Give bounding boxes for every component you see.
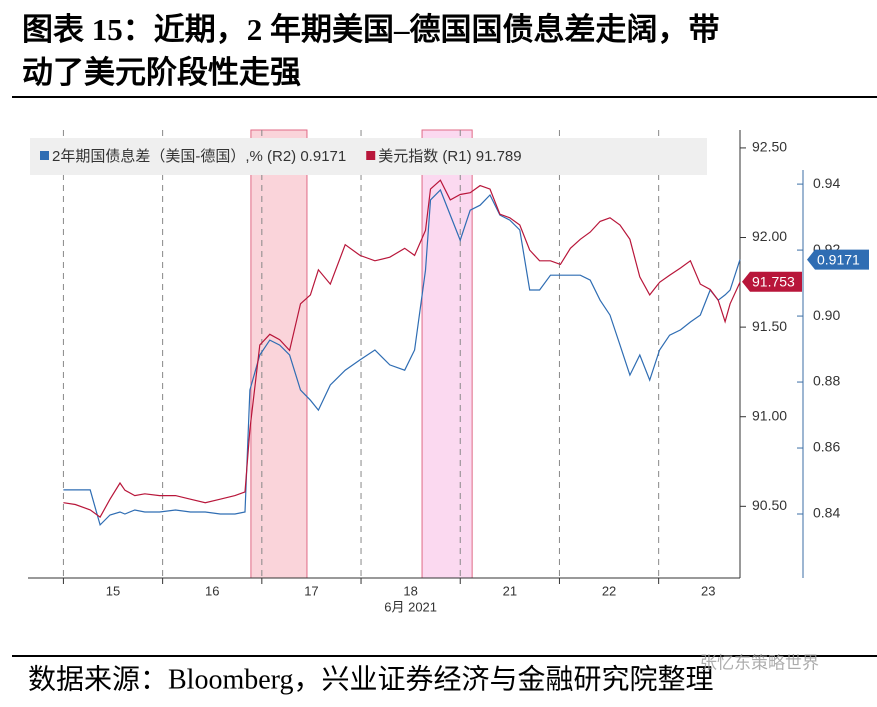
watermark: 张忆东策略世界 — [700, 653, 819, 672]
series-line — [63, 179, 741, 518]
y2-tick-label: 0.88 — [813, 373, 840, 389]
y-tick-label: 91.50 — [752, 318, 787, 334]
y2-tick-label: 0.84 — [813, 505, 840, 521]
title-line: 图表 15：近期，2 年期美国–德国国债息差走阔，带 — [22, 12, 720, 47]
x-tick-label: 21 — [503, 583, 517, 598]
legend-swatch — [366, 151, 376, 160]
legend-label: 美元指数 (R1) 91.789 — [378, 148, 521, 165]
end-value-label: 91.753 — [752, 273, 795, 289]
y-tick-label: 92.00 — [752, 228, 787, 244]
x-tick-label: 17 — [304, 583, 318, 598]
end-value-label: 0.9171 — [817, 251, 860, 267]
legend-label: 2年期国债息差（美国-德国）,% (R2) 0.9171 — [52, 147, 346, 165]
x-tick-label: 16 — [205, 583, 219, 598]
x-tick-label: 18 — [403, 583, 417, 598]
x-tick-label: 22 — [602, 583, 616, 598]
end-value-tag — [807, 249, 869, 270]
title-line: 动了美元阶段性走强 — [22, 55, 301, 90]
end-value-tag — [742, 271, 802, 292]
y2-tick-label: 0.94 — [813, 175, 840, 191]
y-tick-label: 90.50 — [752, 497, 787, 513]
y2-tick-label: 0.86 — [813, 439, 840, 455]
x-tick-label: 23 — [701, 583, 715, 598]
source: 数据来源：Bloomberg，兴业证券经济与金融研究院整理 — [28, 663, 713, 695]
y2-tick-label: 0.90 — [813, 307, 840, 323]
legend-swatch — [40, 151, 49, 160]
y-tick-label: 92.50 — [752, 139, 787, 155]
x-axis-label: 6月 2021 — [384, 599, 437, 614]
series-line — [63, 188, 741, 527]
y-tick-label: 91.00 — [752, 407, 787, 423]
x-tick-label: 15 — [106, 583, 120, 598]
